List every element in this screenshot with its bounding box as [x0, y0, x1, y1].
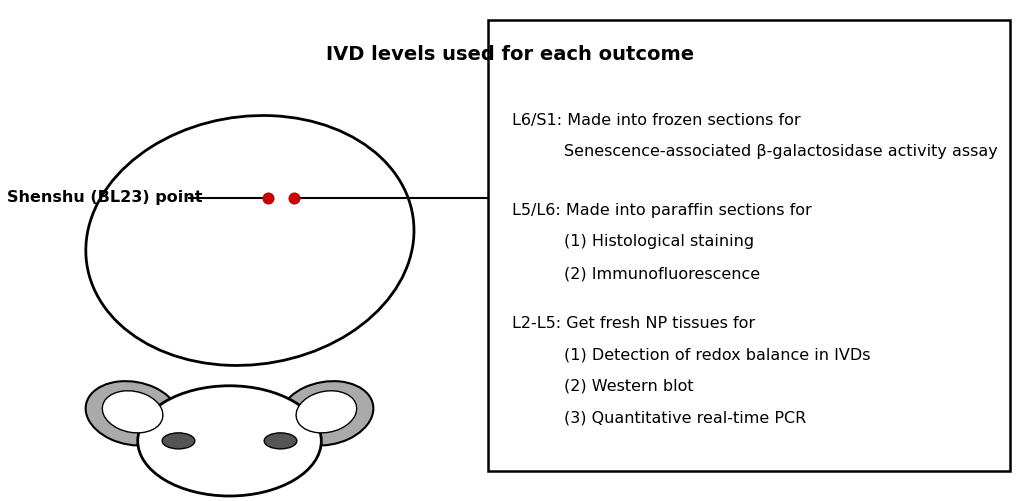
- Text: (2) Western blot: (2) Western blot: [564, 379, 693, 394]
- Text: Senescence-associated β-galactosidase activity assay: Senescence-associated β-galactosidase ac…: [564, 144, 997, 159]
- Ellipse shape: [296, 391, 357, 433]
- Ellipse shape: [86, 116, 414, 365]
- Text: (3) Quantitative real-time PCR: (3) Quantitative real-time PCR: [564, 410, 806, 425]
- Text: L2-L5: Get fresh NP tissues for: L2-L5: Get fresh NP tissues for: [512, 316, 754, 331]
- Text: L5/L6: Made into paraffin sections for: L5/L6: Made into paraffin sections for: [512, 203, 811, 218]
- Ellipse shape: [279, 381, 373, 445]
- Circle shape: [264, 433, 297, 449]
- Text: L6/S1: Made into frozen sections for: L6/S1: Made into frozen sections for: [512, 113, 800, 128]
- Ellipse shape: [86, 381, 179, 445]
- Text: (1) Histological staining: (1) Histological staining: [564, 234, 753, 249]
- FancyBboxPatch shape: [487, 20, 1009, 471]
- Text: Shenshu (BL23) point: Shenshu (BL23) point: [7, 190, 203, 205]
- Text: (2) Immunofluorescence: (2) Immunofluorescence: [564, 266, 759, 281]
- Point: [285, 194, 302, 202]
- Ellipse shape: [102, 391, 163, 433]
- Point: [285, 194, 302, 202]
- Circle shape: [162, 433, 195, 449]
- Text: (1) Detection of redox balance in IVDs: (1) Detection of redox balance in IVDs: [564, 347, 869, 362]
- Point: [260, 194, 276, 202]
- Text: IVD levels used for each outcome: IVD levels used for each outcome: [326, 45, 693, 64]
- Point: [260, 194, 276, 202]
- Ellipse shape: [138, 386, 321, 496]
